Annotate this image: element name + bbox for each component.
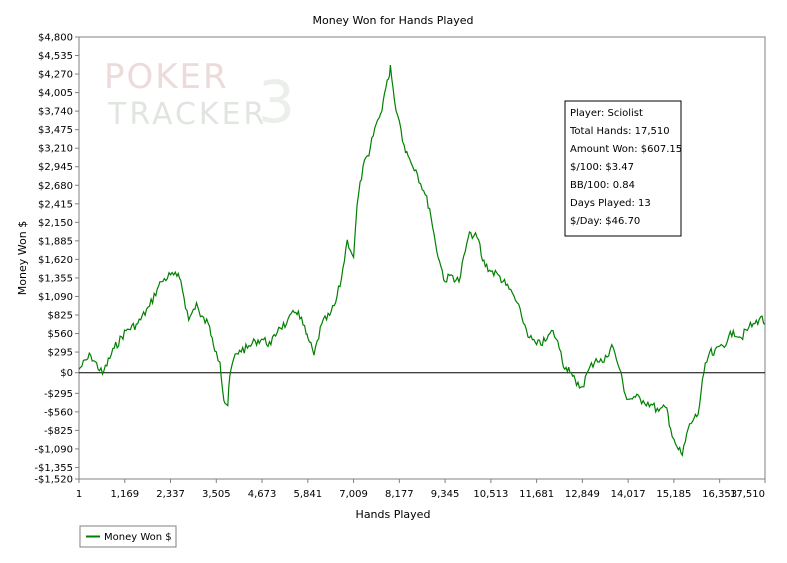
stats-bb-per-100: BB/100: 0.84: [570, 180, 635, 191]
x-tick-label: 5,841: [293, 489, 322, 500]
stats-total-hands: Total Hands: 17,510: [569, 126, 670, 137]
y-tick-label: $2,680: [38, 181, 73, 192]
y-tick-label: $2,415: [38, 199, 73, 210]
y-tick-label: -$560: [44, 407, 73, 418]
y-tick-label: -$825: [44, 426, 73, 437]
y-tick-label: $1,090: [38, 292, 73, 303]
y-tick-label: $4,800: [38, 33, 73, 44]
y-tick-label: $0: [60, 368, 73, 379]
x-tick-label: 14,017: [611, 489, 646, 500]
stats-box-frame: [564, 100, 682, 237]
x-axis-label: Hands Played: [356, 508, 431, 521]
legend: Money Won $: [79, 525, 177, 548]
y-tick-label: $3,740: [38, 107, 73, 118]
y-tick-label: $825: [48, 310, 73, 321]
y-tick-label: -$1,090: [34, 444, 73, 455]
x-tick-label: 3,505: [202, 489, 231, 500]
x-tick-label: 1: [76, 489, 82, 500]
stats-amount-won: Amount Won: $607.15: [570, 144, 682, 155]
x-tick-label: 17,510: [730, 489, 765, 500]
y-tick-label: $4,270: [38, 70, 73, 81]
legend-frame: [79, 525, 177, 548]
y-axis: $4,800 $4,535 $4,270 $4,005 $3,740 $3,475 $3,2…: [34, 33, 79, 486]
x-tick-label: 10,513: [473, 489, 508, 500]
y-tick-label: $4,535: [38, 51, 73, 62]
legend-label: Money Won $: [104, 532, 172, 543]
x-tick-label: 9,345: [431, 489, 460, 500]
x-tick-label: 16,353: [702, 489, 737, 500]
watermark-line2: TRACKER: [107, 97, 267, 132]
y-tick-label: $1,355: [38, 273, 73, 284]
x-axis: 1 1,169 2,337 3,505 4,673 5,841 7,009 8,177 9,34…: [76, 479, 766, 500]
y-tick-label: $560: [48, 329, 73, 340]
y-tick-label: $3,475: [38, 125, 73, 136]
y-tick-label: $4,005: [38, 88, 73, 99]
y-tick-label: $295: [48, 348, 73, 359]
plot-frame: [78, 36, 766, 480]
stats-per-day: $/Day: $46.70: [570, 216, 640, 227]
y-axis-label: Money Won $: [16, 221, 29, 295]
poker-tracker-watermark: POKER TRACKER 3: [104, 57, 295, 136]
stats-days-played: Days Played: 13: [570, 198, 651, 209]
stats-box: Player: Sciolist Total Hands: 17,510 Amo…: [564, 100, 682, 237]
y-tick-label: $2,945: [38, 162, 73, 173]
x-tick-label: 7,009: [339, 489, 368, 500]
y-tick-label: $1,620: [38, 255, 73, 266]
x-tick-label: 12,849: [565, 489, 600, 500]
y-tick-label: -$1,520: [34, 475, 73, 486]
y-tick-label: -$1,355: [34, 463, 73, 474]
y-tick-label: $2,150: [38, 218, 73, 229]
x-tick-label: 4,673: [248, 489, 277, 500]
money-won-series-line: [78, 64, 766, 457]
watermark-line1: POKER: [104, 57, 229, 97]
y-tick-label: $3,210: [38, 144, 73, 155]
x-tick-label: 8,177: [385, 489, 414, 500]
x-tick-label: 15,185: [656, 489, 691, 500]
y-tick-label: -$295: [44, 389, 73, 400]
x-tick-label: 1,169: [110, 489, 139, 500]
chart-title: Money Won for Hands Played: [313, 14, 474, 27]
watermark-digit: 3: [258, 68, 295, 136]
x-tick-label: 2,337: [156, 489, 185, 500]
x-tick-label: 11,681: [519, 489, 554, 500]
y-tick-label: $1,885: [38, 236, 73, 247]
stats-player: Player: Sciolist: [570, 108, 643, 119]
stats-per-100: $/100: $3.47: [570, 162, 634, 173]
